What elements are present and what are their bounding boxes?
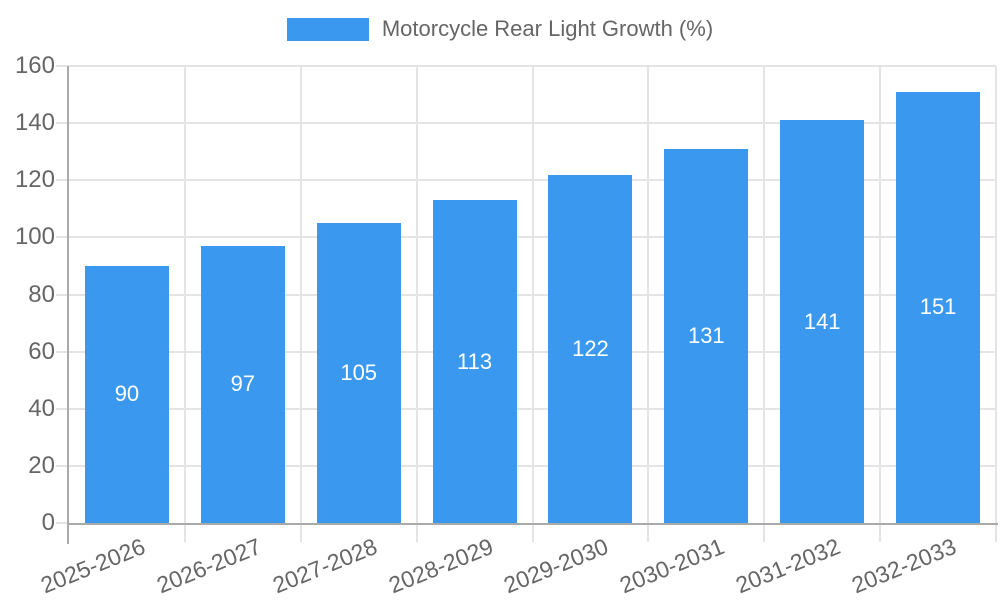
v-gridline bbox=[415, 66, 418, 523]
legend-label: Motorcycle Rear Light Growth (%) bbox=[381, 16, 714, 41]
x-tick bbox=[763, 523, 766, 542]
y-axis-line bbox=[67, 66, 69, 544]
x-tick bbox=[879, 523, 882, 542]
x-axis-label: 2032-2033 bbox=[848, 533, 960, 599]
bar-value-label: 97 bbox=[230, 371, 256, 397]
x-axis-label: 2030-2031 bbox=[616, 533, 729, 599]
y-axis-label: 80 bbox=[28, 280, 55, 308]
x-axis-label: 2028-2029 bbox=[384, 533, 497, 599]
y-axis-label: 160 bbox=[14, 52, 55, 79]
v-gridline bbox=[299, 66, 302, 523]
x-tick bbox=[995, 523, 997, 542]
y-tick bbox=[56, 464, 69, 467]
x-tick bbox=[647, 523, 650, 542]
x-axis-label: 2029-2030 bbox=[500, 533, 613, 599]
v-gridline bbox=[531, 66, 534, 523]
y-axis-label: 0 bbox=[41, 509, 55, 536]
bar: 90 bbox=[84, 265, 169, 523]
bar: 97 bbox=[200, 245, 285, 523]
bar-value-label: 141 bbox=[803, 308, 841, 334]
v-gridline bbox=[995, 66, 997, 523]
x-axis-label: 2025-2026 bbox=[36, 533, 149, 599]
bar-value-label: 151 bbox=[919, 294, 957, 320]
bar: 151 bbox=[896, 91, 981, 523]
y-tick bbox=[56, 293, 69, 296]
v-gridline bbox=[879, 66, 882, 523]
x-tick bbox=[415, 523, 418, 542]
v-gridline bbox=[647, 66, 650, 523]
x-tick bbox=[299, 523, 302, 542]
y-tick bbox=[56, 65, 69, 67]
y-tick bbox=[56, 179, 69, 182]
y-axis-label: 120 bbox=[14, 166, 55, 194]
bar: 131 bbox=[664, 148, 749, 523]
v-gridline bbox=[763, 66, 766, 523]
bar-value-label: 90 bbox=[114, 381, 140, 407]
legend-item[interactable]: Motorcycle Rear Light Growth (%) bbox=[0, 16, 1000, 42]
y-axis-label: 140 bbox=[14, 109, 55, 137]
bar: 113 bbox=[432, 200, 517, 523]
y-tick bbox=[56, 522, 69, 524]
bar-value-label: 105 bbox=[340, 360, 378, 386]
bar: 122 bbox=[548, 174, 633, 523]
bar-value-label: 131 bbox=[687, 322, 725, 348]
x-axis-label: 2031-2032 bbox=[732, 533, 844, 599]
y-axis-label: 20 bbox=[28, 451, 55, 479]
v-gridline bbox=[183, 66, 186, 523]
x-tick bbox=[183, 523, 186, 542]
x-axis-line bbox=[67, 523, 998, 525]
y-tick bbox=[56, 122, 69, 125]
x-axis-label: 2027-2028 bbox=[268, 533, 381, 599]
y-axis-label: 100 bbox=[14, 223, 55, 251]
x-axis-label: 2026-2027 bbox=[152, 533, 265, 599]
x-tick bbox=[531, 523, 534, 542]
y-axis-label: 60 bbox=[28, 337, 55, 365]
bar: 141 bbox=[780, 120, 865, 523]
bar: 105 bbox=[316, 223, 401, 523]
y-axis-label: 40 bbox=[28, 394, 55, 422]
bar-value-label: 122 bbox=[572, 335, 609, 361]
legend-swatch bbox=[286, 17, 369, 41]
y-tick bbox=[56, 236, 69, 239]
bar-value-label: 113 bbox=[457, 348, 493, 374]
y-tick bbox=[56, 407, 69, 410]
y-tick bbox=[56, 350, 69, 353]
